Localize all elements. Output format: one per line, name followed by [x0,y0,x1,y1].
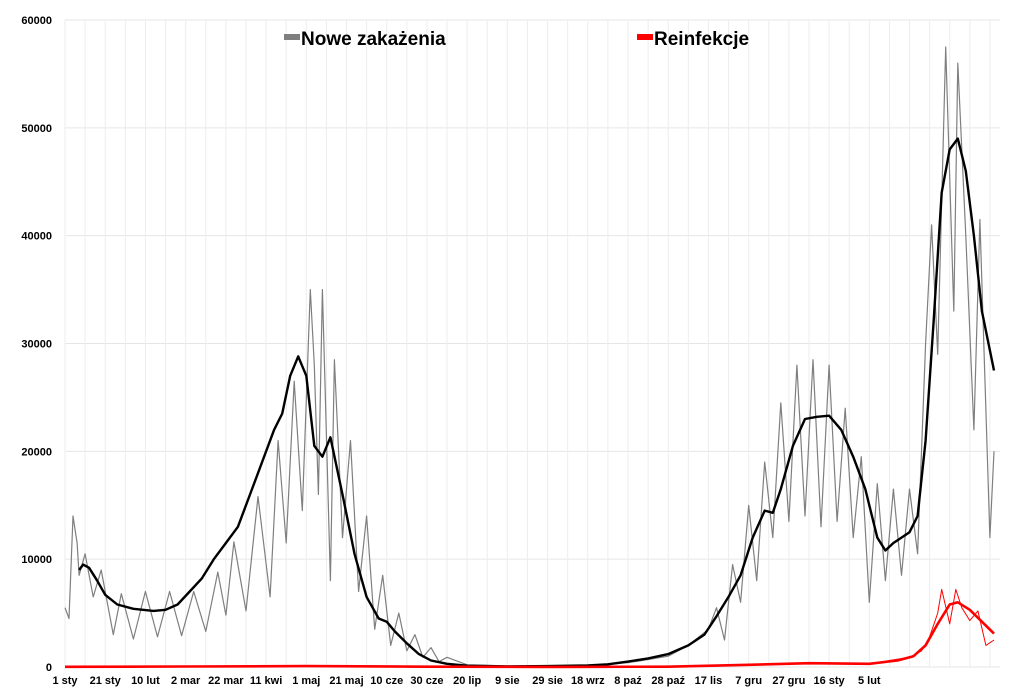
y-tick-label: 30000 [21,339,52,351]
series-line-0 [64,46,995,667]
series-lines [64,46,996,669]
legend: Nowe zakażenia Reinfekcje [284,29,749,50]
x-tick-label: 22 mar [208,675,244,687]
y-tick-label: 0 [46,662,52,674]
x-tick-label: 10 lut [131,675,160,687]
x-tick-label: 28 paź [651,675,685,687]
legend-swatch [284,34,300,40]
y-tick-label: 40000 [21,231,52,243]
x-tick-label: 8 paź [614,675,642,687]
series-line-1 [78,137,996,668]
x-tick-label: 29 sie [532,675,563,687]
legend-label: Nowe zakażenia [301,29,446,50]
x-tick-label: 7 gru [735,675,762,687]
x-tick-label: 5 lut [858,675,881,687]
x-tick-label: 21 maj [329,675,363,687]
x-tick-label: 30 cze [410,675,443,687]
x-axis-ticks: 1 sty 21 sty 10 lut 2 mar 22 mar 11 kwi 1 maj 2… [52,675,880,687]
x-tick-label: 27 gru [772,675,805,687]
y-tick-label: 10000 [21,554,52,566]
x-tick-label: 11 kwi [250,675,282,687]
x-tick-label: 1 maj [292,675,320,687]
y-tick-label: 20000 [21,446,52,458]
x-tick-label: 10 cze [370,675,403,687]
grid [64,19,1000,668]
y-axis-ticks: 0 10000 20000 30000 40000 50000 60000 [21,15,52,674]
y-tick-label: 50000 [21,123,52,135]
x-tick-label: 2 mar [171,675,201,687]
x-tick-label: 18 wrz [571,675,605,687]
legend-swatch [637,34,653,40]
x-tick-label: 21 sty [90,675,122,687]
series-line-3 [64,601,995,669]
x-tick-label: 16 sty [813,675,845,687]
x-tick-label: 20 lip [453,675,481,687]
x-tick-label: 1 sty [52,675,78,687]
x-tick-label: 9 sie [495,675,519,687]
y-tick-label: 60000 [21,15,52,27]
legend-label: Reinfekcje [654,29,749,50]
x-tick-label: 17 lis [695,675,723,687]
